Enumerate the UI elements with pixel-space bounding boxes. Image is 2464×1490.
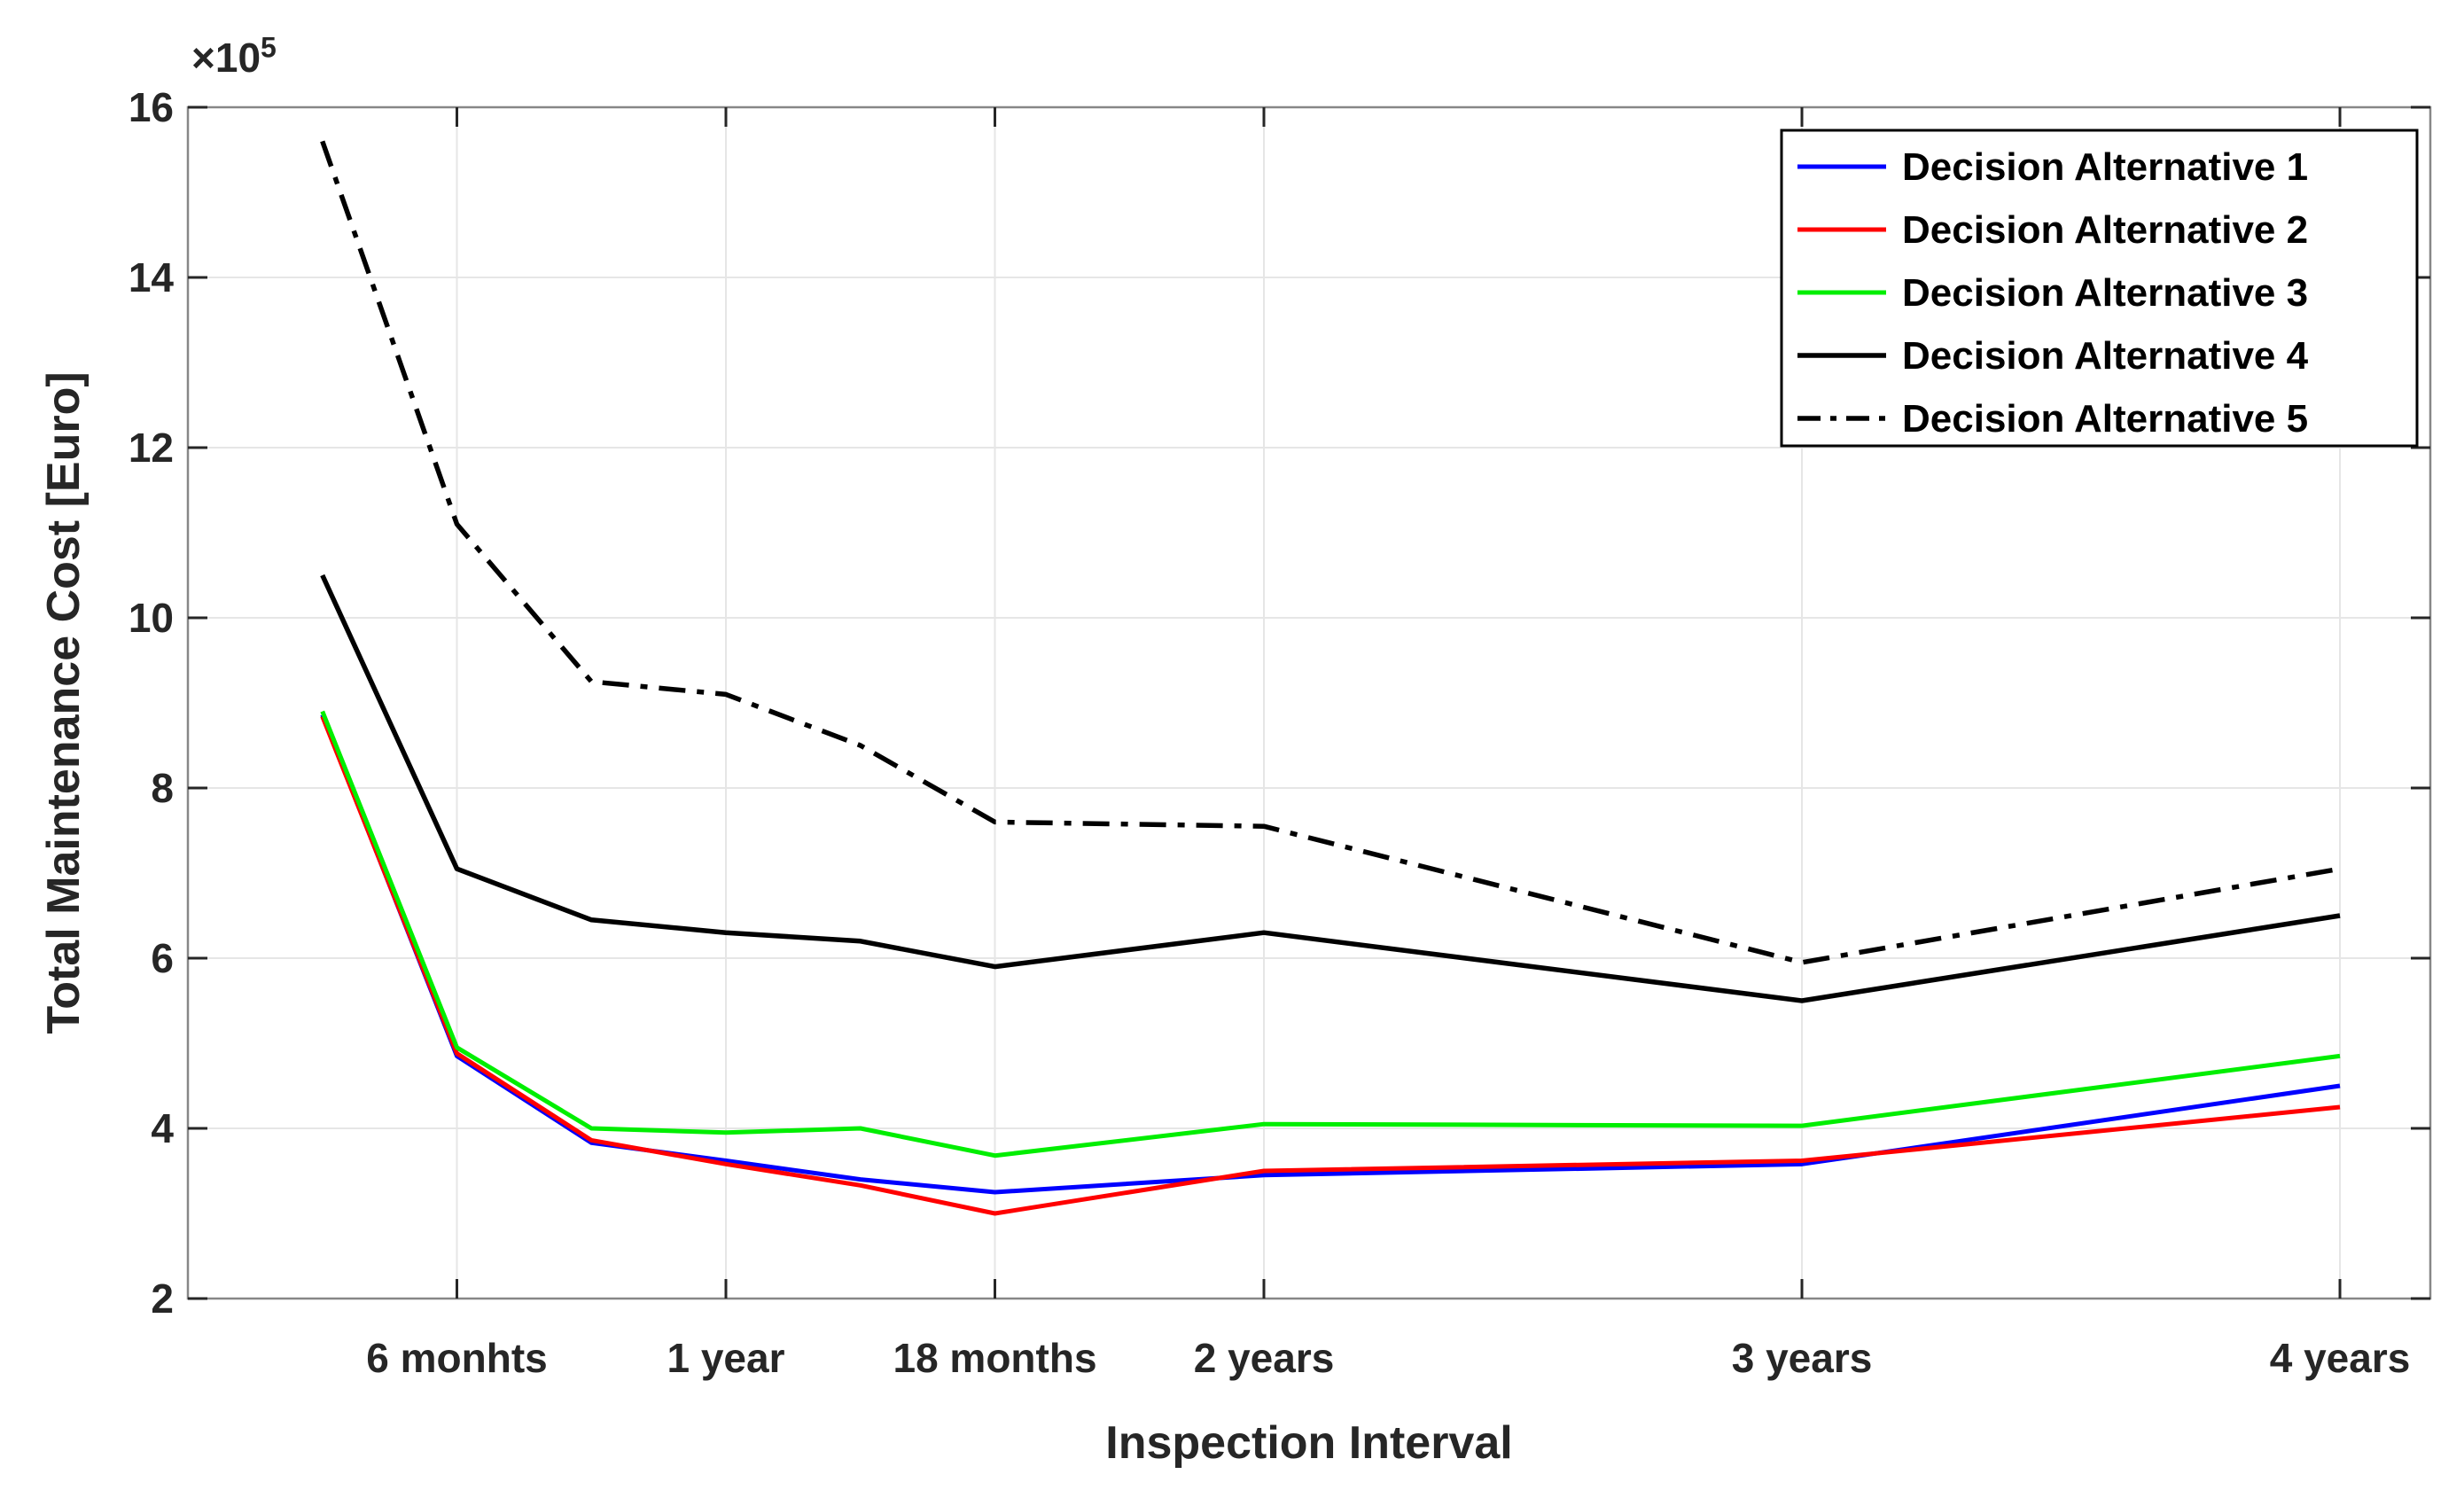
legend-label-4: Decision Alternative 4 (1902, 334, 2309, 378)
x-tick-label-3: 2 years (1194, 1335, 1335, 1381)
series-line-4 (320, 573, 2341, 1003)
y-axis-title: Total Maintenance Cost [Euro] (38, 371, 90, 1034)
legend-label-2: Decision Alternative 2 (1902, 208, 2308, 252)
y-tick-label-2: 6 (151, 935, 174, 981)
x-tick-label-5: 4 years (2270, 1335, 2411, 1381)
series-line-2 (320, 715, 2341, 1216)
y-tick-label-4: 10 (129, 595, 174, 641)
y-tick-label-0: 2 (151, 1275, 174, 1322)
y-tick-label-3: 8 (151, 765, 174, 811)
axes-box (186, 105, 2432, 1300)
x-tick-label-1: 1 year (667, 1335, 784, 1381)
x-tick-label-0: 6 monhts (366, 1335, 547, 1381)
y-tick-label-7: 16 (129, 84, 174, 130)
y-tick-label-1: 4 (151, 1105, 174, 1151)
series-line-5 (320, 140, 2341, 965)
legend-box (1780, 129, 2419, 448)
x-axis-title: Inspection Interval (1105, 1417, 1513, 1469)
y-axis-exponent-label: ×105 (191, 34, 277, 82)
x-tick-label-4: 3 years (1732, 1335, 1873, 1381)
y-tick-label-6: 14 (129, 254, 175, 300)
series-line-3 (320, 710, 2341, 1158)
legend-label-3: Decision Alternative 3 (1902, 271, 2308, 315)
y-tick-label-5: 12 (129, 425, 174, 471)
offset-base: ×10 (191, 35, 261, 81)
legend-label-5: Decision Alternative 5 (1902, 397, 2308, 441)
legend-label-1: Decision Alternative 1 (1902, 145, 2308, 189)
offset-exponent: 5 (261, 31, 277, 64)
x-tick-label-2: 18 months (893, 1335, 1096, 1381)
